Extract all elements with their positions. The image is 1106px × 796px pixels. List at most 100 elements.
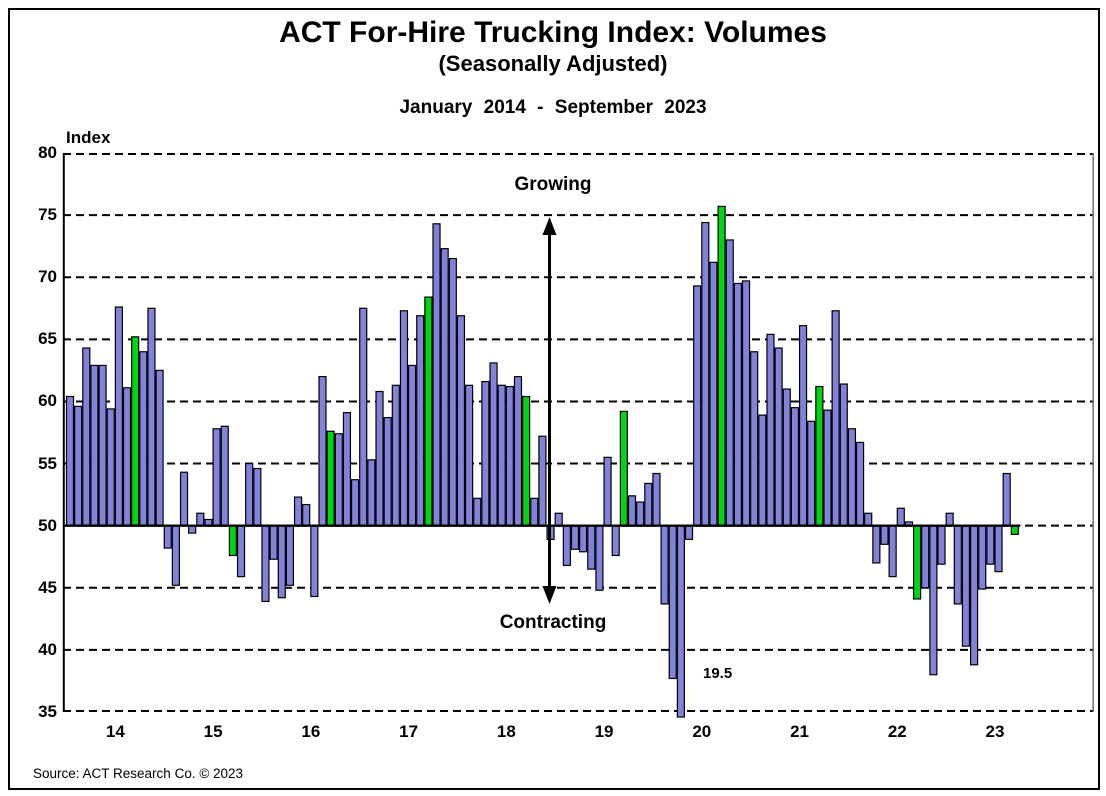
bar-2016-m9 bbox=[326, 430, 335, 527]
contracting-annotation: Contracting bbox=[499, 612, 607, 633]
bar-2023-m1 bbox=[945, 512, 954, 527]
bar-2015-m2 bbox=[171, 525, 180, 586]
bar-2014-m2 bbox=[74, 405, 83, 527]
bar-2014-m12 bbox=[155, 369, 164, 527]
bar-2020-m11 bbox=[733, 282, 742, 527]
bar-2021-m7 bbox=[798, 325, 808, 527]
bar-2021-m11 bbox=[831, 310, 840, 527]
bar-2014-m4 bbox=[90, 364, 99, 527]
bar-2017-m4 bbox=[383, 416, 392, 527]
bar-2021-m10 bbox=[823, 409, 832, 527]
source-credit: Source: ACT Research Co. © 2023 bbox=[33, 766, 244, 781]
bar-2018-m10 bbox=[530, 497, 539, 527]
bar-2016-m3 bbox=[277, 525, 286, 599]
bar-2015-m12 bbox=[253, 467, 262, 527]
bar-2022-m4 bbox=[872, 525, 881, 564]
bar-2017-m3 bbox=[375, 390, 384, 527]
y-tick-60: 60 bbox=[38, 391, 57, 411]
x-tick-year-15: 15 bbox=[203, 722, 223, 741]
plot-area bbox=[62, 153, 1094, 718]
bar-2021-m6 bbox=[790, 407, 800, 527]
bar-2023-m8 bbox=[1002, 472, 1011, 527]
bar-2023-m7 bbox=[994, 525, 1003, 573]
bar-2020-m12 bbox=[741, 280, 751, 527]
y-tick-35: 35 bbox=[38, 702, 57, 721]
bar-2020-m7 bbox=[701, 221, 710, 527]
bar-2022-m2 bbox=[855, 441, 865, 527]
bar-2020-m9 bbox=[717, 205, 726, 527]
bar-2014-m7 bbox=[114, 306, 123, 527]
bar-2015-m1 bbox=[163, 525, 172, 549]
x-tick-year-20: 20 bbox=[692, 722, 712, 741]
bar-2018-m4 bbox=[481, 380, 490, 527]
bar-chart-canvas bbox=[62, 153, 1094, 718]
bar-2019-m6 bbox=[595, 525, 604, 591]
bar-2018-m5 bbox=[489, 362, 498, 527]
bar-2016-m6 bbox=[302, 503, 311, 527]
bar-2015-m3 bbox=[179, 471, 189, 527]
bar-2022-m5 bbox=[880, 525, 889, 545]
y-tick-50: 50 bbox=[38, 515, 57, 535]
chart-title: ACT For-Hire Trucking Index: Volumes bbox=[279, 16, 827, 49]
growing-annotation: Growing bbox=[514, 174, 592, 195]
bar-2020-m2 bbox=[660, 525, 669, 605]
y-axis-title: Index bbox=[66, 128, 111, 147]
bar-2018-m8 bbox=[513, 376, 523, 527]
bar-2022-m11 bbox=[929, 525, 938, 676]
bar-2018-m3 bbox=[473, 497, 482, 527]
x-tick-year-14: 14 bbox=[105, 722, 125, 741]
bar-2016-m1 bbox=[261, 525, 270, 603]
bar-2019-m12 bbox=[644, 482, 653, 527]
bar-2016-m10 bbox=[334, 433, 343, 527]
arrow-down-head bbox=[542, 586, 557, 604]
bar-2016-m5 bbox=[293, 496, 303, 527]
bar-2014-m3 bbox=[82, 347, 91, 527]
bar-2014-m8 bbox=[122, 387, 132, 527]
bar-2021-m9 bbox=[815, 385, 824, 527]
bar-2023-m6 bbox=[986, 525, 995, 565]
bar-2015-m11 bbox=[245, 462, 254, 527]
bar-2020-m8 bbox=[709, 261, 718, 527]
bar-2016-m11 bbox=[342, 412, 352, 527]
x-tick-year-16: 16 bbox=[301, 722, 321, 741]
bar-2023-m4 bbox=[969, 525, 979, 666]
bar-2023-m9 bbox=[1010, 525, 1019, 535]
bar-2022-m9 bbox=[912, 525, 922, 600]
bar-2015-m10 bbox=[236, 525, 246, 578]
y-tick-65: 65 bbox=[38, 329, 57, 349]
bar-2023-m2 bbox=[953, 525, 962, 605]
bar-2019-m3 bbox=[570, 525, 580, 550]
bar-2019-m8 bbox=[611, 525, 620, 557]
bar-2015-m7 bbox=[212, 428, 221, 527]
bar-2022-m7 bbox=[896, 507, 905, 527]
bar-2022-m10 bbox=[921, 525, 930, 589]
y-tick-80: 80 bbox=[38, 143, 57, 162]
bar-2022-m6 bbox=[888, 525, 897, 578]
bar-2020-m3 bbox=[668, 525, 677, 680]
bar-2020-m4 bbox=[676, 525, 685, 718]
bar-2019-m9 bbox=[619, 410, 628, 527]
bar-2020-m1 bbox=[652, 472, 661, 527]
bar-2017-m12 bbox=[448, 257, 457, 527]
bar-2019-m7 bbox=[603, 456, 612, 527]
bar-2015-m9 bbox=[228, 525, 237, 557]
chart-date-range: January 2014 - September 2023 bbox=[399, 96, 707, 118]
chart-subtitle: (Seasonally Adjusted) bbox=[438, 50, 668, 76]
bar-2021-m8 bbox=[807, 420, 816, 527]
y-tick-45: 45 bbox=[38, 577, 57, 597]
bar-2018-m9 bbox=[522, 395, 531, 527]
bar-2016-m2 bbox=[269, 525, 278, 560]
bar-2017-m11 bbox=[440, 248, 449, 527]
bar-2021-m12 bbox=[839, 383, 848, 527]
bar-2014-m11 bbox=[147, 307, 156, 527]
bar-2015-m8 bbox=[220, 425, 229, 527]
arrow-up-head bbox=[542, 217, 557, 235]
bar-2017-m10 bbox=[432, 223, 441, 527]
title-block: ACT For-Hire Trucking Index: Volumes (Se… bbox=[0, 16, 1106, 119]
x-tick-year-22: 22 bbox=[887, 722, 907, 741]
bar-2017-m1 bbox=[359, 307, 368, 527]
bar-2018-m6 bbox=[497, 384, 506, 527]
bar-2018-m7 bbox=[505, 385, 514, 527]
bar-2017-m8 bbox=[416, 315, 425, 527]
